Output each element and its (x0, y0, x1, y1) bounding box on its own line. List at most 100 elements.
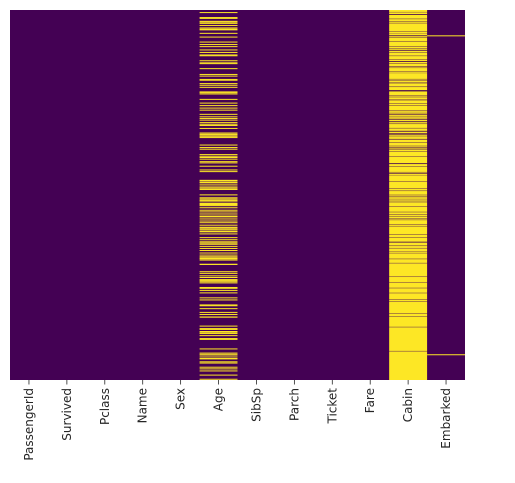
missing-cell (389, 123, 428, 125)
missing-cell (389, 110, 428, 112)
missing-cell (199, 272, 238, 274)
x-tick-label-sibsp: SibSp (249, 388, 263, 422)
missing-cell (389, 99, 428, 101)
missing-cell (199, 46, 238, 48)
missing-cell (199, 258, 238, 260)
missing-cell (389, 137, 428, 139)
missing-cell (199, 250, 238, 252)
missing-cell (199, 348, 238, 350)
missing-cell (199, 55, 238, 57)
x-tick-label-name: Name (136, 388, 150, 423)
missing-cell (199, 299, 238, 301)
missing-cell (199, 21, 238, 23)
missing-cell (389, 10, 428, 11)
missing-cell (199, 32, 238, 34)
missing-cell (199, 62, 238, 64)
missing-cell (199, 281, 238, 283)
missing-cell (199, 125, 238, 127)
missing-cell (389, 277, 428, 282)
missing-cell (199, 165, 238, 167)
missing-cell (389, 288, 428, 293)
missing-cell (389, 82, 428, 84)
missing-cell (199, 328, 238, 330)
missing-cell (199, 305, 238, 307)
missing-cell (199, 122, 238, 124)
missing-cell (389, 81, 428, 83)
missing-cell (199, 245, 238, 247)
missing-cell (389, 301, 428, 314)
missing-cell (199, 20, 238, 22)
missing-cell (199, 279, 238, 281)
missing-cell (389, 134, 428, 136)
missing-cell (199, 187, 238, 189)
missing-cell (389, 103, 428, 106)
missing-cell (389, 61, 428, 64)
missing-cell (199, 68, 238, 70)
missing-cell (199, 368, 238, 370)
missing-cell (389, 248, 428, 252)
missing-cell (199, 370, 238, 372)
missing-cell (389, 12, 428, 15)
missing-cell (199, 203, 238, 205)
x-tick-label-fare: Fare (363, 388, 377, 413)
missing-cell (199, 123, 238, 125)
missing-cell (199, 107, 238, 109)
missing-cell (199, 207, 238, 209)
missing-cell (389, 142, 428, 146)
missing-cell (199, 24, 238, 26)
x-tick-label-age: Age (212, 388, 226, 411)
missing-cell (389, 14, 428, 19)
missing-cell (389, 136, 428, 138)
missing-cell (389, 191, 428, 195)
missing-cell (199, 338, 238, 340)
missing-cell (389, 316, 428, 327)
missing-cell (199, 92, 238, 94)
missing-cell (199, 73, 238, 75)
missing-cell (199, 222, 238, 224)
missing-cell (199, 357, 238, 359)
missing-cell (199, 230, 238, 232)
missing-cell (389, 299, 428, 302)
missing-cell (199, 237, 238, 239)
missing-cell (199, 86, 238, 88)
missing-cell (389, 115, 428, 117)
missing-cell (199, 133, 238, 135)
missing-cell (389, 71, 428, 73)
missing-cell (389, 79, 428, 81)
missing-cell (389, 214, 428, 216)
missing-cell (389, 206, 428, 212)
missing-cell (389, 21, 428, 23)
x-tick-label-pclass: Pclass (98, 388, 112, 425)
missing-cell (199, 148, 238, 150)
missing-cell (199, 231, 238, 233)
missing-cell (389, 253, 428, 259)
missing-cell (199, 241, 238, 243)
missing-cell (389, 87, 428, 91)
missing-cell (389, 36, 428, 38)
missing-cell (199, 204, 238, 206)
missing-cell (389, 32, 428, 34)
missing-cell (199, 257, 238, 259)
missing-cell (199, 224, 238, 226)
missing-cell (199, 209, 238, 211)
missing-cell (199, 332, 238, 334)
x-tick-label-cabin: Cabin (401, 388, 415, 422)
missing-cell (199, 171, 238, 173)
x-tick-label-embarked: Embarked (439, 388, 453, 449)
missing-cell (199, 93, 238, 95)
missing-cell (389, 68, 428, 72)
missing-cell (199, 116, 238, 118)
missing-cell (389, 37, 428, 42)
missing-cell (199, 49, 238, 51)
missing-cell (199, 161, 238, 163)
missing-cell (199, 198, 238, 200)
missing-cell (389, 252, 428, 254)
missing-cell (199, 158, 238, 160)
missing-cell (199, 243, 238, 245)
missing-cell (199, 22, 238, 24)
missing-cell (389, 119, 428, 122)
missing-cell (389, 148, 428, 150)
missing-cell (199, 27, 238, 29)
missing-cell (199, 113, 238, 115)
x-tick-label-parch: Parch (287, 388, 301, 421)
